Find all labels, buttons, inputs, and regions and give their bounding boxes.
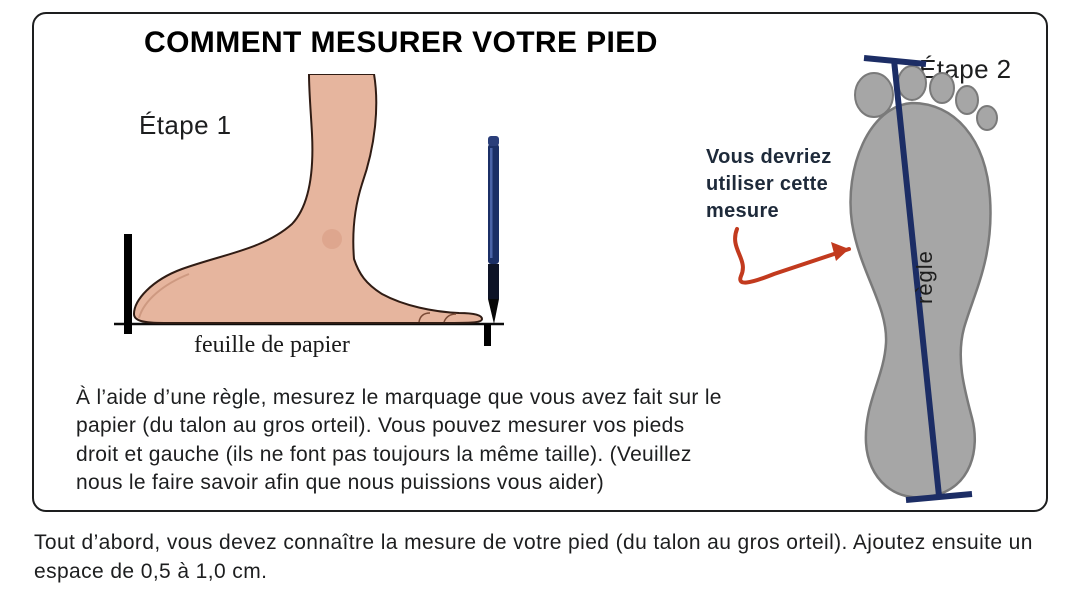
main-title: COMMENT MESURER VOTRE PIED — [144, 26, 658, 60]
foot-icon — [134, 74, 482, 323]
step1-illustration — [104, 74, 524, 354]
ruler-caption: règle — [912, 250, 938, 304]
instructions-body: À l’aide d’une règle, mesurez le marquag… — [76, 384, 726, 497]
paper-caption: feuille de papier — [194, 332, 350, 359]
heel-marker — [124, 234, 132, 334]
instruction-frame: COMMENT MESURER VOTRE PIED Étape 1 — [32, 12, 1048, 512]
footer-note: Tout d’abord, vous devez connaître la me… — [34, 528, 1034, 587]
pen-icon — [488, 136, 499, 324]
toe-marker — [484, 324, 491, 346]
